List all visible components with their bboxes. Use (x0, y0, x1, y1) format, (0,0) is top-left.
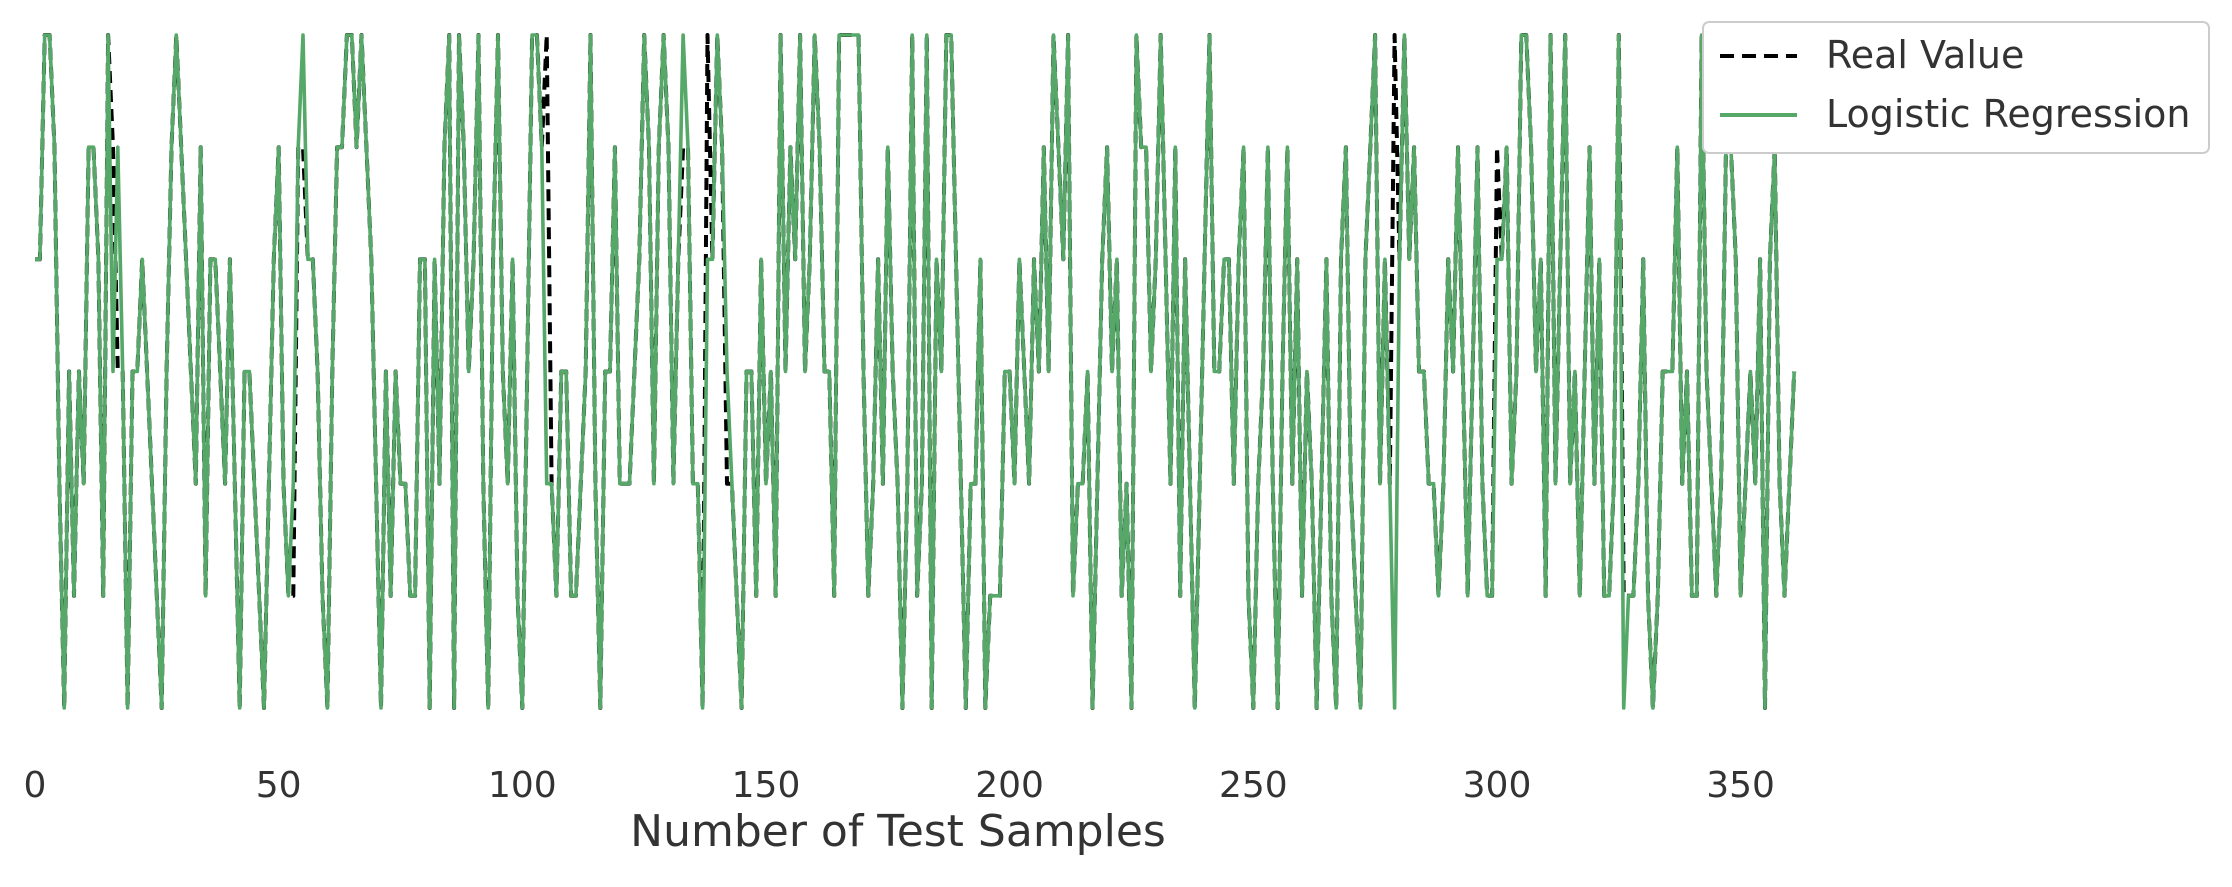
x-tick-label: 350 (1706, 765, 1775, 806)
x-tick-label: 100 (488, 765, 557, 806)
legend-label-real-value: Real Value (1826, 33, 2024, 77)
x-axis-title: Number of Test Samples (630, 806, 1166, 857)
x-tick-label: 50 (256, 765, 302, 806)
x-axis-tick-labels: 0 50 100 150 200 250 300 350 (24, 765, 1775, 806)
series-line-logistic-regression (35, 33, 1796, 710)
x-tick-label: 150 (732, 765, 801, 806)
x-tick-label: 200 (975, 765, 1044, 806)
plot-lines (35, 33, 1797, 710)
x-tick-label: 0 (24, 765, 47, 806)
legend: Real Value Logistic Regression (1702, 21, 2210, 154)
legend-label-logistic-regression: Logistic Regression (1826, 92, 2191, 136)
x-tick-label: 300 (1463, 765, 1532, 806)
x-tick-label: 250 (1219, 765, 1288, 806)
legend-box (1702, 21, 2210, 154)
